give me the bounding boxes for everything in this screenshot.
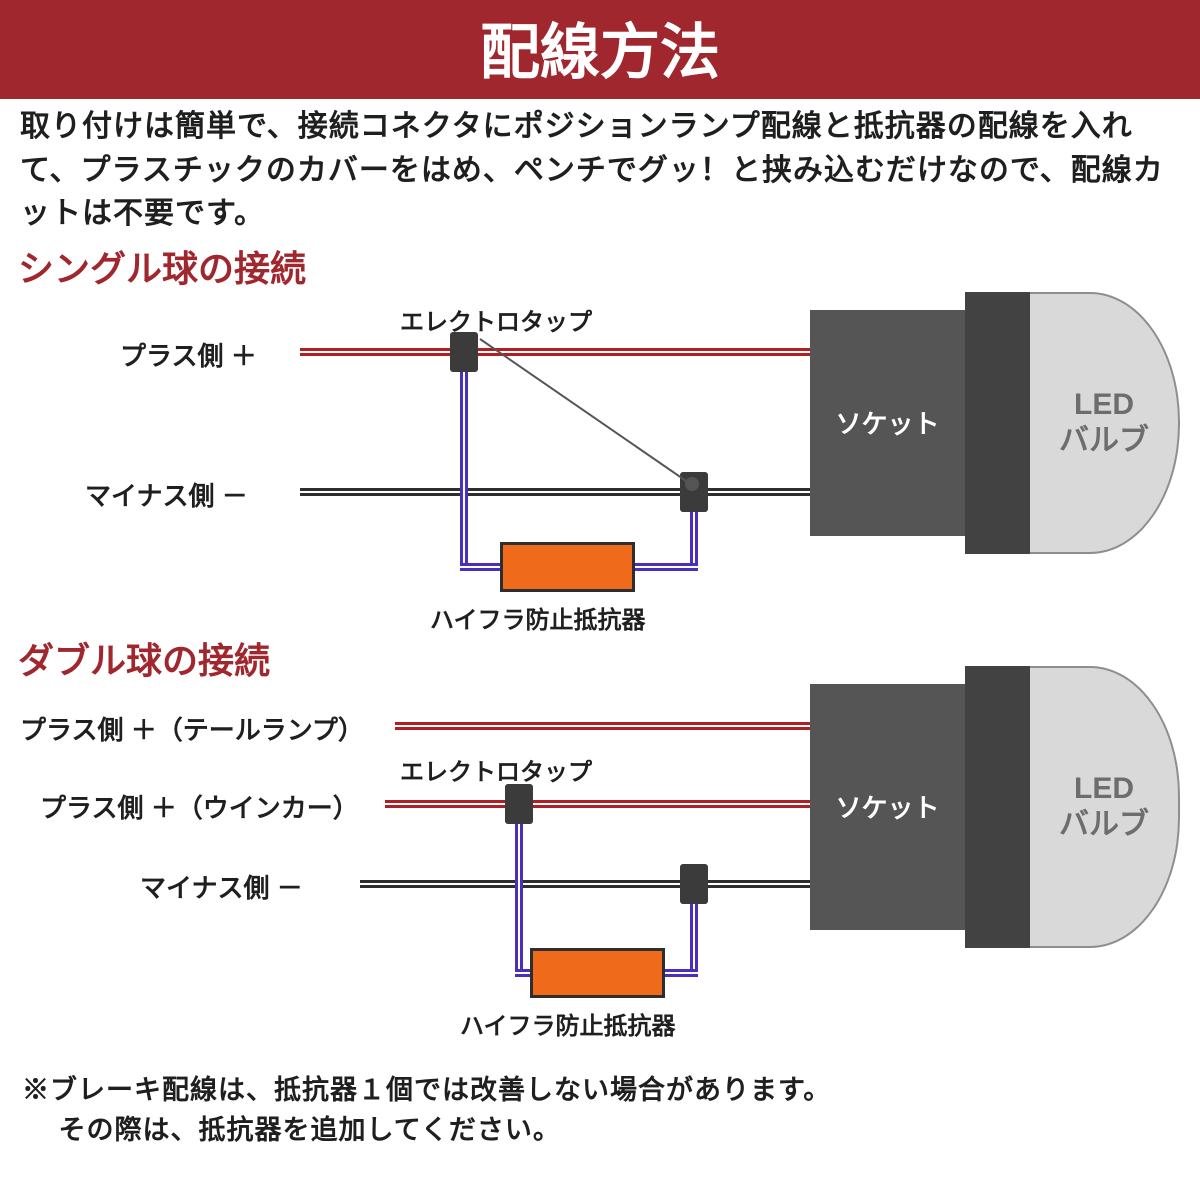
winker-wire (385, 800, 810, 808)
plus-label: プラス側 ＋ (120, 336, 257, 373)
plus-wire (300, 348, 810, 356)
resistor-label: ハイフラ防止抵抗器 (460, 1006, 676, 1041)
socket: ソケット (810, 684, 965, 930)
tap-label: エレクトロタップ (400, 752, 592, 787)
plus-tail-label: プラス側 ＋（テールランプ） (20, 710, 364, 747)
single-diagram: プラス側 ＋ マイナス側 － エレクトロタップハイフラ防止抵抗器 ソケット LEDバルブ (0, 292, 1200, 632)
bulb-base (965, 292, 1030, 554)
resistor (530, 948, 665, 998)
pointer-dot (685, 477, 699, 491)
electro-tap-2 (680, 864, 708, 904)
minus-wire (360, 880, 810, 888)
tail-wire (395, 722, 810, 730)
page-title: 配線方法 (480, 19, 720, 86)
bulb-base (965, 666, 1030, 948)
socket: ソケット (810, 310, 965, 536)
page-header: 配線方法 (0, 0, 1200, 99)
resistor-label: ハイフラ防止抵抗器 (430, 600, 646, 635)
pointer-line (479, 338, 692, 486)
resistor (500, 542, 635, 592)
electro-tap-1 (505, 784, 533, 824)
plus-winker-label: プラス側 ＋（ウインカー） (40, 788, 359, 825)
minus-label: マイナス側 － (140, 868, 303, 905)
minus-label: マイナス側 － (85, 476, 248, 513)
purple-v1 (515, 808, 523, 973)
double-diagram: プラス側 ＋（テールランプ） プラス側 ＋（ウインカー） マイナス側 － エレクトロタ… (0, 684, 1200, 1064)
electro-tap-1 (450, 332, 478, 372)
minus-wire (300, 488, 810, 496)
led-bulb: LEDバルブ (1030, 292, 1180, 554)
footnote-line1: ※ブレーキ配線は、抵抗器１個では改善しない場合があります。 (22, 1070, 1178, 1111)
purple-h1 (515, 969, 530, 977)
purple-v1 (460, 356, 468, 567)
footnote-line2: その際は、抵抗器を追加してください。 (22, 1110, 1178, 1151)
single-section-title: シングル球の接続 (0, 240, 1200, 292)
purple-h2 (635, 563, 698, 571)
purple-h2 (665, 969, 698, 977)
purple-h1 (460, 563, 500, 571)
intro-text: 取り付けは簡単で、接続コネクタにポジションランプ配線と抵抗器の配線を入れて、プラ… (0, 99, 1200, 240)
tap-label: エレクトロタップ (400, 302, 592, 337)
footnote: ※ブレーキ配線は、抵抗器１個では改善しない場合があります。 その際は、抵抗器を追… (0, 1064, 1200, 1157)
led-bulb: LEDバルブ (1030, 666, 1180, 948)
